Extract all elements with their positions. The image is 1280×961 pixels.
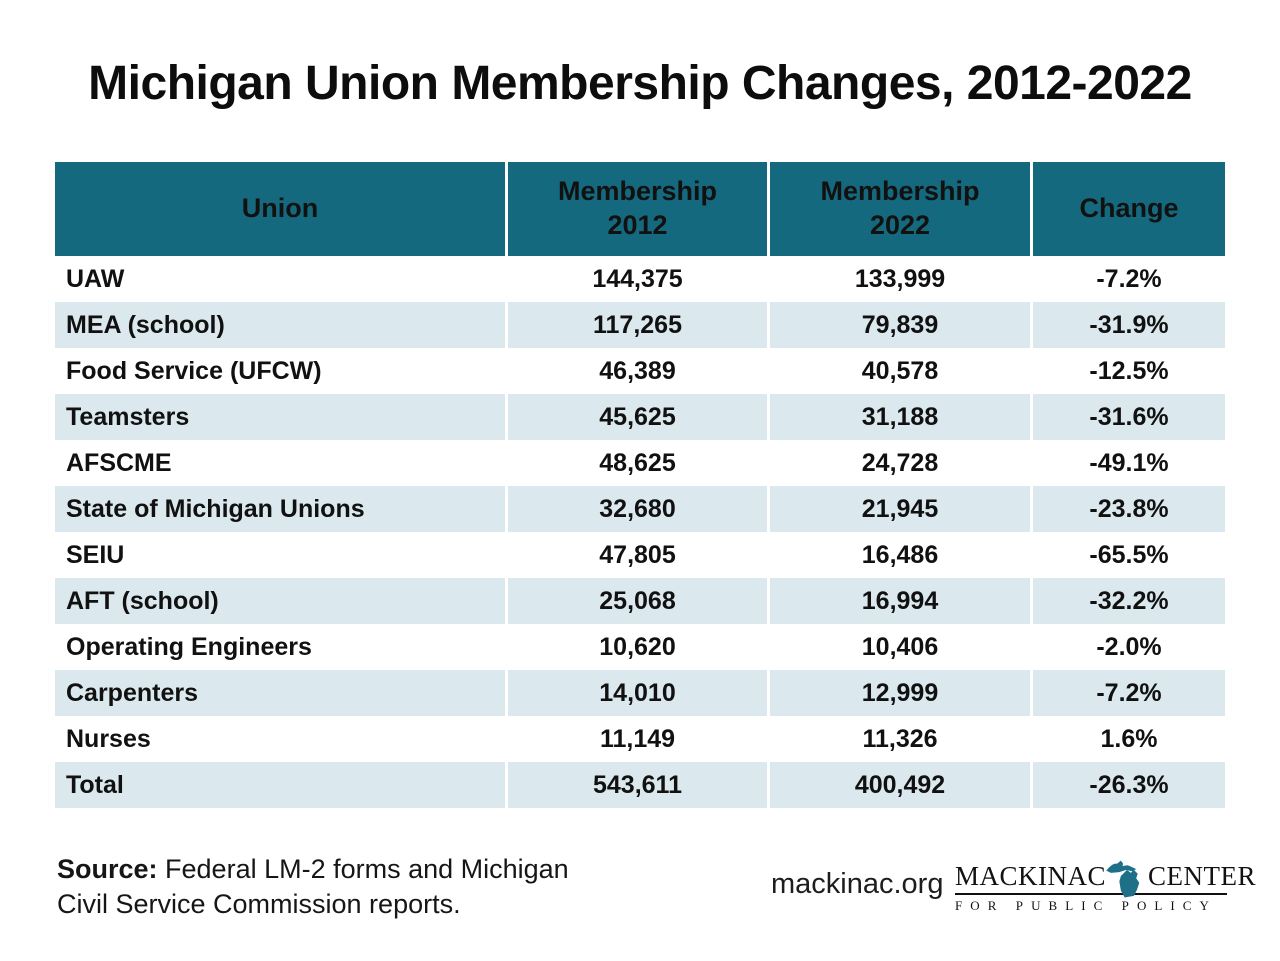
source-note: Source: Federal LM-2 forms and Michigan …: [57, 852, 617, 922]
cell-union: UAW: [55, 256, 508, 302]
cell-membership-2022: 40,578: [770, 348, 1033, 394]
cell-membership-2012: 10,620: [508, 624, 770, 670]
logo-wordmark: MACKINAC CENTER: [955, 852, 1256, 898]
membership-table: Union Membership 2012 Membership 2022 Ch…: [55, 162, 1225, 808]
cell-change: -7.2%: [1033, 670, 1225, 716]
cell-membership-2022: 400,492: [770, 762, 1033, 808]
cell-membership-2012: 47,805: [508, 532, 770, 578]
table-row: Food Service (UFCW) 46,389 40,578 -12.5%: [55, 348, 1225, 394]
page-title: Michigan Union Membership Changes, 2012-…: [88, 57, 1192, 110]
mackinac-center-logo: MACKINAC CENTER FOR PUBLIC POLICY: [955, 852, 1256, 914]
header-line: Membership: [820, 176, 980, 207]
cell-union: AFT (school): [55, 578, 508, 624]
cell-union: MEA (school): [55, 302, 508, 348]
cell-change: -65.5%: [1033, 532, 1225, 578]
cell-membership-2012: 46,389: [508, 348, 770, 394]
cell-membership-2022: 16,994: [770, 578, 1033, 624]
source-label: Source:: [57, 854, 158, 884]
cell-membership-2022: 11,326: [770, 716, 1033, 762]
logo-text-mackinac: MACKINAC: [955, 861, 1107, 891]
logo-divider: [955, 893, 1227, 895]
cell-membership-2012: 48,625: [508, 440, 770, 486]
table-row: UAW 144,375 133,999 -7.2%: [55, 256, 1225, 302]
table-row: Nurses 11,149 11,326 1.6%: [55, 716, 1225, 762]
cell-membership-2012: 14,010: [508, 670, 770, 716]
michigan-state-icon: [1106, 860, 1140, 898]
column-header-membership-2012: Membership 2012: [508, 162, 770, 256]
cell-union: Nurses: [55, 716, 508, 762]
cell-membership-2022: 24,728: [770, 440, 1033, 486]
cell-change: -23.8%: [1033, 486, 1225, 532]
source-text: Federal LM-2 forms and Michigan Civil Se…: [57, 854, 569, 919]
table-row: SEIU 47,805 16,486 -65.5%: [55, 532, 1225, 578]
cell-membership-2022: 31,188: [770, 394, 1033, 440]
cell-change: -2.0%: [1033, 624, 1225, 670]
logo-text-center: CENTER: [1148, 861, 1257, 891]
table-row: Teamsters 45,625 31,188 -31.6%: [55, 394, 1225, 440]
cell-membership-2022: 10,406: [770, 624, 1033, 670]
cell-membership-2012: 144,375: [508, 256, 770, 302]
header-line: Membership: [557, 176, 718, 207]
cell-change: -31.9%: [1033, 302, 1225, 348]
cell-membership-2012: 45,625: [508, 394, 770, 440]
table-row-total: Total 543,611 400,492 -26.3%: [55, 762, 1225, 808]
table-header-row: Union Membership 2012 Membership 2022 Ch…: [55, 162, 1225, 256]
column-header-change: Change: [1033, 162, 1225, 256]
cell-membership-2022: 16,486: [770, 532, 1033, 578]
cell-change: -32.2%: [1033, 578, 1225, 624]
table-row: AFSCME 48,625 24,728 -49.1%: [55, 440, 1225, 486]
cell-change: -26.3%: [1033, 762, 1225, 808]
column-header-union: Union: [55, 162, 508, 256]
header-line: 2012: [607, 210, 668, 240]
cell-union: AFSCME: [55, 440, 508, 486]
cell-union: Teamsters: [55, 394, 508, 440]
cell-change: -7.2%: [1033, 256, 1225, 302]
table-row: State of Michigan Unions 32,680 21,945 -…: [55, 486, 1225, 532]
table-row: AFT (school) 25,068 16,994 -32.2%: [55, 578, 1225, 624]
logo-tagline: FOR PUBLIC POLICY: [955, 898, 1217, 913]
website-url: mackinac.org: [771, 868, 944, 900]
cell-union: Total: [55, 762, 508, 808]
header-line: 2022: [869, 210, 931, 240]
cell-membership-2022: 133,999: [770, 256, 1033, 302]
cell-union: Food Service (UFCW): [55, 348, 508, 394]
cell-change: -31.6%: [1033, 394, 1225, 440]
table-row: Operating Engineers 10,620 10,406 -2.0%: [55, 624, 1225, 670]
cell-membership-2022: 12,999: [770, 670, 1033, 716]
cell-membership-2012: 543,611: [508, 762, 770, 808]
cell-membership-2012: 117,265: [508, 302, 770, 348]
cell-union: Carpenters: [55, 670, 508, 716]
cell-membership-2012: 11,149: [508, 716, 770, 762]
cell-change: 1.6%: [1033, 716, 1225, 762]
cell-change: -12.5%: [1033, 348, 1225, 394]
cell-membership-2022: 79,839: [770, 302, 1033, 348]
cell-union: Operating Engineers: [55, 624, 508, 670]
table-row: MEA (school) 117,265 79,839 -31.9%: [55, 302, 1225, 348]
cell-change: -49.1%: [1033, 440, 1225, 486]
table-row: Carpenters 14,010 12,999 -7.2%: [55, 670, 1225, 716]
cell-membership-2012: 32,680: [508, 486, 770, 532]
cell-union: State of Michigan Unions: [55, 486, 508, 532]
column-header-membership-2022: Membership 2022: [770, 162, 1033, 256]
cell-membership-2012: 25,068: [508, 578, 770, 624]
cell-membership-2022: 21,945: [770, 486, 1033, 532]
cell-union: SEIU: [55, 532, 508, 578]
